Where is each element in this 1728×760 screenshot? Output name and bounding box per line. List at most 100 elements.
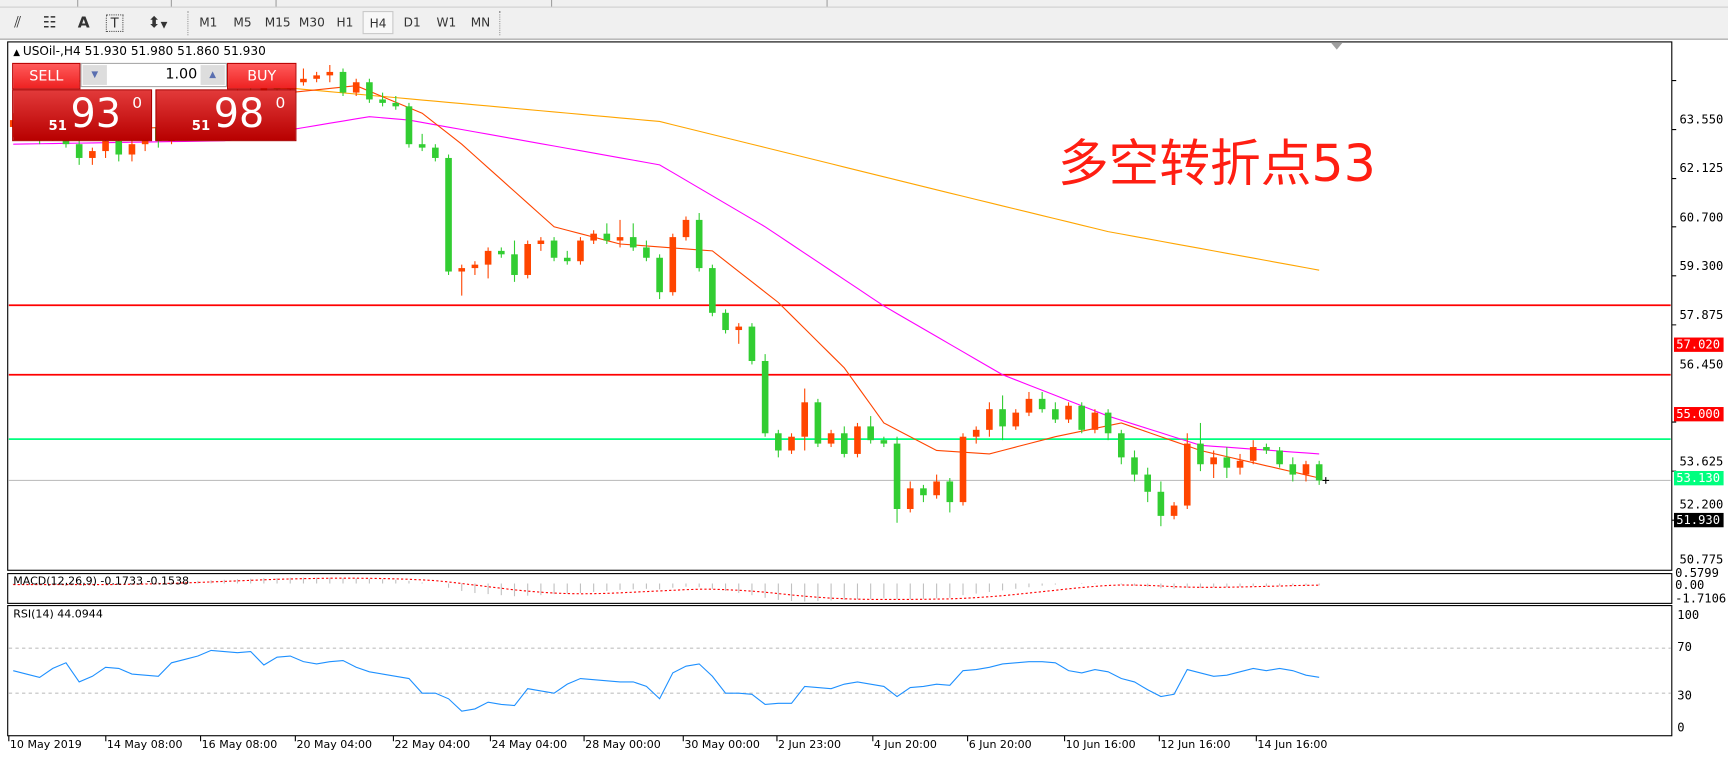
- candle: [445, 154, 452, 275]
- macd-axis-min: -1.7106: [1675, 591, 1727, 606]
- candle-body: [1170, 505, 1178, 516]
- price-chart[interactable]: [0, 40, 1728, 760]
- candle-body: [854, 426, 861, 454]
- timeframe-m30[interactable]: M30: [298, 15, 325, 30]
- candle-body: [458, 268, 466, 272]
- symbol-ohlc-label: USOil-,H4 51.930 51.980 51.860 51.930: [22, 44, 266, 59]
- candle: [972, 426, 980, 444]
- candle: [1170, 502, 1178, 520]
- sell-price-button[interactable]: 51 93 0: [12, 89, 153, 142]
- candle: [1197, 422, 1204, 472]
- candle: [1236, 453, 1244, 475]
- candle-body: [1065, 405, 1072, 420]
- candle-body: [669, 237, 677, 293]
- candle-body: [339, 71, 347, 93]
- timeframe-h1[interactable]: H1: [336, 15, 354, 30]
- candle: [1117, 429, 1125, 465]
- candle: [1157, 481, 1165, 527]
- time-axis-label: 24 May 04:00: [491, 739, 568, 752]
- macd-label: MACD(12,26,9) -0.1733 -0.1538: [13, 575, 190, 588]
- candle-body: [735, 326, 743, 331]
- candle: [1315, 460, 1323, 485]
- rsi-axis-30: 30: [1677, 688, 1692, 703]
- candle: [695, 213, 703, 272]
- candle-body: [1249, 447, 1257, 461]
- lot-decrease-icon[interactable]: ▼: [82, 65, 107, 85]
- price-level-tag: 53.130: [1673, 471, 1724, 486]
- candle-body: [814, 402, 822, 444]
- timeframe-m5[interactable]: M5: [233, 15, 252, 30]
- buy-button[interactable]: BUY: [227, 62, 297, 90]
- candle: [537, 237, 545, 251]
- candle-body: [352, 82, 360, 93]
- candle-body: [471, 264, 479, 269]
- candle-body: [1276, 450, 1283, 465]
- candle-body: [1236, 460, 1244, 468]
- lot-size-input[interactable]: 1.00: [165, 66, 198, 83]
- toolbar: ⫽ ☷ A T ⬍▼ M1 M5 M15 M30 H1 H4 D1 W1 MN: [0, 7, 1728, 40]
- candle: [814, 398, 822, 448]
- candle: [1276, 447, 1283, 468]
- candle: [629, 223, 637, 251]
- sell-button[interactable]: SELL: [12, 62, 81, 90]
- candle-body: [709, 268, 716, 313]
- candle-body: [1289, 464, 1297, 475]
- sell-price-pip: 0: [132, 94, 143, 113]
- fibonacci-icon[interactable]: ☷: [42, 14, 57, 32]
- candle-body: [537, 240, 545, 244]
- lot-size-stepper[interactable]: ▼ 1.00 ▲: [80, 62, 228, 88]
- chart-annotation-text[interactable]: 多空转折点53: [1057, 133, 1376, 194]
- candle: [669, 233, 677, 296]
- candle: [128, 137, 136, 162]
- timeframe-h4[interactable]: H4: [362, 11, 394, 35]
- candle-body: [1117, 433, 1125, 458]
- candle-body: [1197, 443, 1204, 465]
- candle-body: [524, 243, 531, 275]
- price-axis-tick: 57.875: [1679, 307, 1724, 323]
- candle-body: [1223, 457, 1231, 468]
- price-level-tag: 55.000: [1673, 406, 1724, 422]
- lot-increase-icon[interactable]: ▲: [200, 65, 225, 85]
- candle: [1078, 402, 1086, 434]
- toolbar-separator: [187, 11, 190, 36]
- timeframe-mn[interactable]: MN: [470, 15, 491, 30]
- candle: [590, 230, 597, 244]
- candle-body: [563, 257, 571, 262]
- candle-body: [1263, 447, 1270, 451]
- price-level-tag: 51.930: [1673, 512, 1724, 527]
- rsi-line: [13, 649, 1320, 712]
- candle: [959, 433, 967, 506]
- text-icon[interactable]: A: [77, 14, 90, 32]
- buy-price-button[interactable]: 51 98 0: [155, 89, 297, 142]
- candle-body: [326, 71, 334, 76]
- candle-body: [1078, 405, 1086, 430]
- time-axis-label: 10 May 2019: [9, 739, 82, 752]
- candle-body: [1038, 398, 1046, 410]
- price-level-tag: 57.020: [1673, 337, 1724, 352]
- arrows-icon: ⬍: [147, 14, 161, 32]
- macd-axis-zero: 0.00: [1675, 577, 1705, 593]
- collapse-triangle-icon[interactable]: ▲: [13, 47, 23, 58]
- buy-price-pip: 0: [275, 94, 286, 113]
- price-axis-tick: 52.200: [1679, 496, 1724, 512]
- candle: [735, 323, 743, 344]
- timeframe-m1[interactable]: M1: [199, 15, 218, 30]
- candle-body: [722, 312, 729, 331]
- candle-body: [1315, 464, 1323, 481]
- chart-shift-marker-icon[interactable]: [1331, 43, 1343, 50]
- candle: [313, 71, 320, 83]
- candle: [920, 484, 927, 503]
- candle: [616, 219, 624, 248]
- arrows-dropdown-icon[interactable]: ⬍▼: [139, 11, 176, 35]
- candle: [577, 237, 584, 265]
- candle: [775, 429, 782, 458]
- candle: [1144, 467, 1151, 503]
- equidistant-channel-icon[interactable]: ⫽: [14, 14, 22, 32]
- timeframe-d1[interactable]: D1: [403, 15, 421, 30]
- candle: [840, 426, 848, 458]
- timeframe-w1[interactable]: W1: [436, 15, 457, 30]
- text-label-icon[interactable]: T: [105, 14, 124, 32]
- candle-body: [366, 82, 373, 100]
- timeframe-m15[interactable]: M15: [264, 15, 291, 30]
